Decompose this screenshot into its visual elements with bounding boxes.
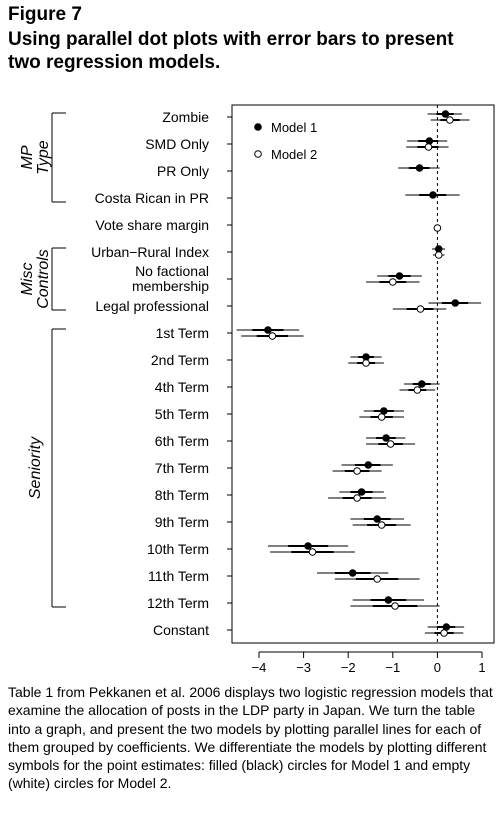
dot-plot: −4 −3 −2 −1 0 1 Zombie SMD Only PR Only Costa Ric… — [0, 100, 501, 680]
category-label: 9th Term — [155, 514, 209, 530]
model2-point — [391, 602, 399, 610]
category-label: membership — [132, 278, 209, 294]
category-label: 7th Term — [155, 460, 209, 476]
model2-point — [440, 629, 448, 637]
category-label: Vote share margin — [95, 217, 209, 233]
x-tick-label: −4 — [252, 660, 267, 675]
model1-point — [417, 380, 426, 388]
figure-caption: Table 1 from Pekkanen et al. 2006 displa… — [8, 684, 493, 792]
legend-model2-marker — [254, 150, 262, 158]
category-label: 10th Term — [147, 541, 209, 557]
model1-point — [264, 326, 272, 334]
model2-point — [424, 143, 433, 151]
group-label: Seniority — [27, 436, 44, 499]
model2-point — [386, 440, 395, 448]
x-tick-label: −3 — [296, 660, 311, 675]
figure-title: Using parallel dot plots with error bars… — [8, 29, 454, 73]
model2-point — [268, 332, 277, 340]
category-label: 12th Term — [147, 595, 209, 611]
group-label: Misc — [19, 263, 36, 296]
model1-point — [441, 110, 450, 118]
category-label: SMD Only — [145, 136, 209, 152]
dot-plot-svg: −4 −3 −2 −1 0 1 Zombie SMD Only PR Only Costa Ric… — [19, 104, 495, 675]
model2-point — [416, 305, 425, 313]
category-label: Constant — [153, 622, 209, 638]
legend-model1-marker — [254, 123, 262, 131]
figure-label: Figure 7 — [8, 4, 82, 25]
group-label: Type — [35, 140, 52, 174]
group-label: Controls — [35, 249, 52, 309]
x-tick-label: −1 — [385, 660, 400, 675]
model1-point — [373, 515, 381, 523]
group-label: MP — [19, 145, 36, 169]
model1-point — [382, 434, 390, 442]
category-label: 2nd Term — [151, 352, 209, 368]
model2-point — [446, 116, 454, 124]
category-label: 4th Term — [155, 379, 209, 395]
model2-point — [362, 359, 370, 367]
category-label: 1st Term — [156, 325, 209, 341]
category-label: No factional — [135, 263, 209, 279]
category-label: Zombie — [162, 109, 209, 125]
x-tick-label: −2 — [341, 660, 356, 675]
model2-point — [377, 413, 386, 421]
category-label: Costa Rican in PR — [95, 190, 209, 206]
category-label: Urban−Rural Index — [91, 244, 209, 260]
category-label: 5th Term — [155, 406, 209, 422]
model1-point — [429, 191, 437, 199]
category-label: Legal professional — [95, 298, 209, 314]
model2-point — [434, 251, 443, 259]
category-label: 8th Term — [155, 487, 209, 503]
model1-point — [364, 461, 373, 469]
model2-point — [373, 575, 381, 583]
model1-point — [384, 596, 393, 604]
legend-label: Model 2 — [271, 147, 317, 162]
legend-label: Model 1 — [271, 120, 317, 135]
model1-point — [415, 164, 424, 172]
category-label: PR Only — [157, 163, 209, 179]
model2-point — [353, 494, 361, 502]
model2-point — [389, 278, 397, 286]
plot-frame — [231, 104, 495, 644]
model2-point — [413, 386, 422, 394]
category-label: 11th Term — [148, 568, 209, 584]
model1-point — [395, 272, 404, 280]
x-tick-label: 0 — [434, 660, 441, 675]
model2-point — [353, 467, 361, 475]
category-label: 6th Term — [155, 433, 209, 449]
model2-point — [433, 224, 442, 232]
x-tick-label: 1 — [478, 660, 485, 675]
model1-point — [348, 569, 357, 577]
model2-point — [377, 521, 386, 529]
model1-point — [357, 488, 366, 496]
model1-point — [304, 542, 312, 550]
model1-point — [451, 299, 460, 307]
model2-point — [308, 548, 317, 556]
